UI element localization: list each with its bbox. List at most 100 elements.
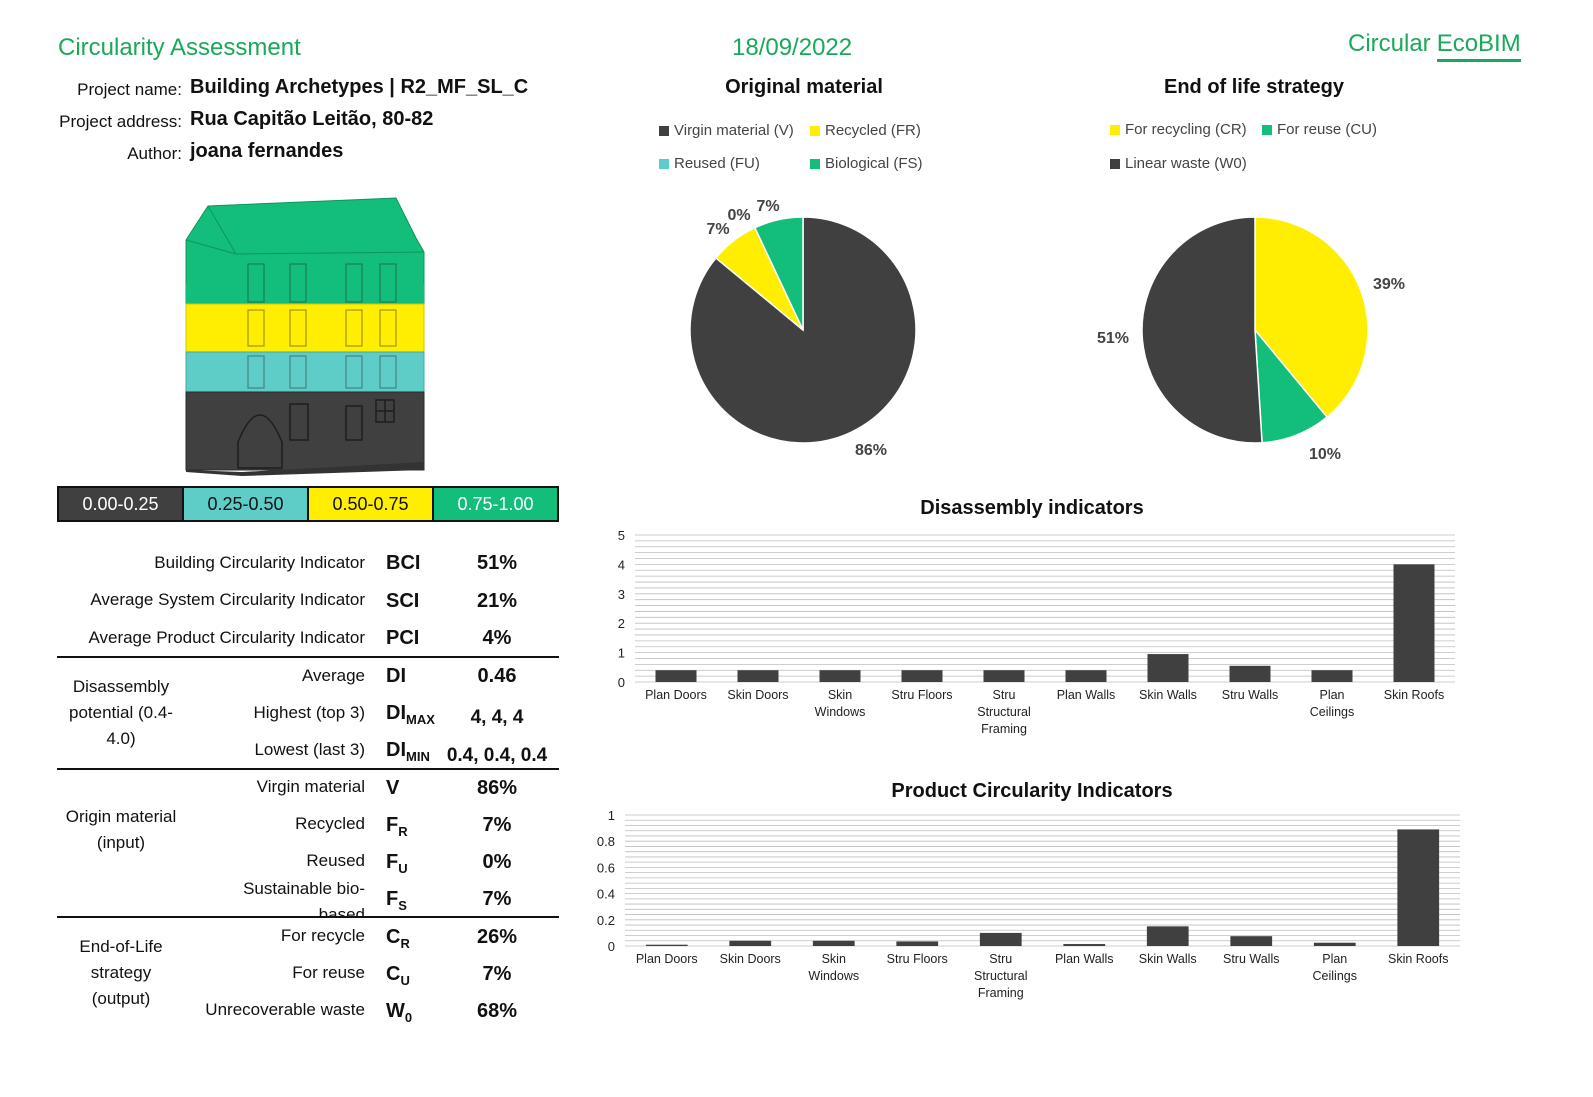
pie2-legend-reuse: For reuse (CU) [1262, 121, 1377, 138]
virgin-label: Virgin material [256, 777, 365, 796]
bar-plan-walls [1063, 944, 1106, 946]
x-tick-label: Skin Doors [727, 688, 788, 702]
author-name: joana fernandes [190, 140, 344, 162]
virgin-value: 86% [476, 777, 518, 799]
pie1-title: Original material [725, 76, 883, 98]
for-reuse-symbol: CU [386, 963, 410, 988]
di-min-value: 0.4, 0.4, 0.4 [446, 745, 548, 766]
for-recycle-label: For recycle [280, 926, 365, 945]
bar-plan-doors [645, 944, 688, 946]
sci-symbol: SCI [386, 590, 420, 612]
for-reuse-label: For reuse [292, 963, 365, 982]
y-tick-label: 0.8 [597, 834, 615, 849]
bar-plan-walls [1065, 670, 1107, 682]
for-recycle-value: 26% [476, 926, 518, 948]
bar-stru-walls [1230, 936, 1273, 946]
y-tick-label: 0.2 [597, 913, 615, 928]
original-material-pie: 86%7%0%7% [689, 198, 917, 459]
table-divider [57, 916, 559, 918]
x-tick-label: Stru Structural Framing [974, 952, 1028, 1000]
bci-value: 51% [476, 552, 518, 574]
x-tick-label: Skin Roofs [1388, 952, 1448, 966]
reused-value: 0% [482, 851, 512, 873]
reused-label: Reused [306, 851, 365, 870]
pie-data-label: 7% [706, 221, 729, 238]
table-divider [57, 768, 559, 770]
bar1-title: Disassembly indicators [920, 497, 1144, 519]
building-illustration [185, 197, 425, 476]
x-tick-label: Stru Floors [887, 952, 948, 966]
author-row: Author: joana fernandes [0, 140, 560, 166]
assessment-date: 18/09/2022 [732, 34, 853, 61]
disassembly-bar-chart: 0 1 2 3 4 5 Plan Doors Skin Doors Skin Windows Str… [618, 528, 1455, 736]
bar-stru-structural-framing [983, 670, 1025, 682]
pie1-legend-biological: Biological (FS) [810, 155, 923, 172]
x-tick-label: Skin Windows [815, 688, 866, 719]
pie-data-label: 0% [727, 207, 750, 224]
bar-plan-doors [655, 670, 697, 682]
pie-slice-linear-waste-w0- [1141, 216, 1263, 444]
bar-stru-floors [896, 941, 939, 946]
pie-slice-for-recycling-cr- [1254, 216, 1369, 419]
sci-label: Average System Circularity Indicator [90, 590, 365, 609]
pie1-legend-reused: Reused (FU) [659, 155, 760, 172]
project-name-row: Project name: Building Archetypes | R2_M… [0, 76, 560, 102]
y-tick-label: 5 [618, 528, 625, 543]
eol-group-label: End-of-Life strategy (output) [79, 937, 163, 1008]
x-tick-label: Stru Structural Framing [977, 688, 1031, 736]
x-tick-label: Plan Ceilings [1310, 688, 1354, 719]
x-tick-label: Skin Walls [1139, 952, 1197, 966]
bci-label: Building Circularity Indicator [154, 553, 365, 572]
pie2-legend-recycling: For recycling (CR) [1110, 121, 1247, 138]
y-tick-label: 1 [618, 646, 625, 661]
bar-plan-ceilings [1313, 942, 1356, 946]
scale-range-3: 0.50-0.75 [309, 488, 434, 520]
bar-skin-doors [737, 670, 779, 682]
end-of-life-pie: 39% 10% 51% [1097, 216, 1405, 463]
bar-skin-roofs [1397, 829, 1440, 946]
table-divider [57, 656, 559, 658]
pie-data-label: 10% [1309, 446, 1341, 463]
waste-label: Unrecoverable waste [205, 1000, 365, 1019]
brand-ecobim: EcoBIM [1436, 30, 1521, 62]
di-max-symbol: DIMAX [386, 702, 435, 727]
di-max-value: 4, 4, 4 [470, 707, 524, 728]
pie-data-label: 7% [756, 198, 779, 215]
for-reuse-value: 7% [482, 963, 512, 985]
x-tick-label: Plan Walls [1057, 688, 1116, 702]
x-tick-label: Skin Doors [720, 952, 781, 966]
x-tick-label: Plan Walls [1055, 952, 1114, 966]
circularity-scale-legend: 0.00-0.25 0.25-0.50 0.50-0.75 0.75-1.00 [57, 486, 559, 522]
pci-value: 4% [482, 627, 512, 649]
di-max-label: Highest (top 3) [253, 703, 366, 722]
di-min-symbol: DIMIN [386, 739, 430, 764]
page-title: Circularity Assessment [58, 34, 301, 61]
pie1-legend-recycled: Recycled (FR) [810, 122, 921, 139]
x-tick-label: Skin Windows [808, 952, 859, 983]
bar-skin-windows [819, 670, 861, 682]
pie-slice-for-reuse-cu- [1254, 327, 1329, 444]
recycled-symbol: FR [386, 814, 408, 839]
virgin-symbol: V [386, 777, 400, 799]
brand-circular: Circular [1348, 30, 1431, 57]
brand-logo: Circular EcoBIM [1348, 30, 1521, 62]
di-min-label: Lowest (last 3) [254, 740, 365, 759]
y-tick-label: 0.4 [597, 887, 615, 902]
y-tick-label: 0.6 [597, 860, 615, 875]
bar-stru-structural-framing [979, 932, 1022, 946]
pie-slice-biological-fs- [753, 216, 804, 331]
bar-stru-floors [901, 670, 943, 682]
scale-range-2: 0.25-0.50 [184, 488, 309, 520]
project-name-label: Project name: [77, 80, 182, 99]
di-average-value: 0.46 [477, 665, 517, 687]
y-tick-label: 2 [618, 616, 625, 631]
di-average-symbol: DI [386, 665, 406, 687]
y-tick-label: 4 [618, 557, 625, 572]
x-tick-label: Stru Floors [891, 688, 952, 702]
pie1-legend-virgin: Virgin material (V) [659, 122, 794, 139]
reused-symbol: FU [386, 851, 408, 876]
bar-stru-walls [1229, 665, 1271, 682]
x-tick-label: Plan Doors [636, 952, 698, 966]
x-tick-label: Plan Doors [645, 688, 707, 702]
pie-data-label: 86% [855, 442, 887, 459]
